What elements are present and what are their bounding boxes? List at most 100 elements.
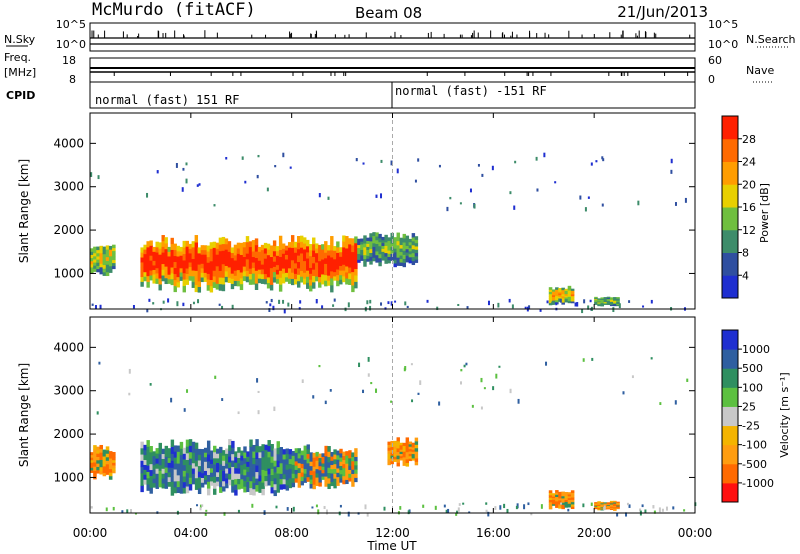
power-echo-cell xyxy=(306,264,310,271)
power-speckle xyxy=(684,197,687,203)
velocity-echo-cell xyxy=(315,468,319,474)
power-echo-cell xyxy=(384,241,388,246)
power-echo-cell xyxy=(227,246,232,252)
power-speckle xyxy=(347,302,350,308)
velocity-echo-cell xyxy=(339,465,343,471)
power-echo-cell xyxy=(248,273,253,280)
time-tick-label: 16:00 xyxy=(476,526,511,540)
velocity-echo-cell xyxy=(255,458,259,466)
power-echo-cell xyxy=(90,267,94,271)
velocity-echo-cell xyxy=(143,444,147,451)
power-echo-cell xyxy=(387,250,391,254)
power-speckle xyxy=(674,202,677,206)
power-echo-cell xyxy=(321,249,325,255)
power-speckle xyxy=(148,298,151,302)
power-echo-cell xyxy=(390,250,394,254)
power-echo-cell xyxy=(384,238,388,243)
power-echo-cell xyxy=(221,243,226,251)
power-echo-cell xyxy=(140,271,144,278)
power-echo-cell xyxy=(342,247,346,254)
power-echo-cell xyxy=(321,274,325,280)
velocity-echo-cell xyxy=(197,488,202,495)
power-echo-cell xyxy=(197,247,202,254)
power-echo-cell xyxy=(390,243,394,248)
power-speckle xyxy=(241,156,244,160)
power-echo-cell xyxy=(567,287,572,291)
velocity-echo-cell xyxy=(231,472,235,480)
power-echo-cell xyxy=(600,303,605,306)
power-echo-cell xyxy=(212,276,217,283)
power-speckle xyxy=(459,202,462,205)
velocity-echo-cell xyxy=(270,468,274,476)
power-speckle xyxy=(589,299,592,303)
power-echo-cell xyxy=(99,249,104,254)
power-echo-cell xyxy=(182,240,186,248)
velocity-echo-cell xyxy=(276,441,280,448)
velocity-echo-cell xyxy=(276,479,280,487)
velocity-speckle xyxy=(674,400,677,405)
power-echo-cell xyxy=(408,256,413,261)
power-echo-cell xyxy=(140,252,144,258)
power-echo-cell xyxy=(399,255,403,260)
power-echo-cell xyxy=(158,272,162,279)
power-echo-cell xyxy=(339,247,343,253)
velocity-speckle xyxy=(128,392,131,396)
power-echo-cell xyxy=(278,277,283,285)
velocity-echo-cell xyxy=(149,463,153,471)
power-echo-cell xyxy=(558,294,562,297)
velocity-speckle xyxy=(358,362,361,368)
velocity-echo-cell xyxy=(567,497,572,501)
power-echo-cell xyxy=(251,251,256,258)
power-echo-cell xyxy=(182,285,186,293)
velocity-speckle xyxy=(468,511,471,514)
power-echo-cell xyxy=(164,277,168,285)
power-echo-cell xyxy=(318,255,322,262)
power-echo-cell xyxy=(236,258,241,265)
power-echo-cell xyxy=(224,243,229,250)
velocity-echo-cell xyxy=(351,460,355,466)
power-echo-cell xyxy=(278,242,283,251)
velocity-echo-cell xyxy=(555,494,559,498)
power-echo-cell xyxy=(363,262,367,267)
power-echo-cell xyxy=(173,267,177,275)
power-echo-cell xyxy=(146,275,150,282)
velocity-speckle xyxy=(130,509,133,514)
power-echo-cell xyxy=(170,261,174,268)
power-speckle xyxy=(449,196,452,200)
velocity-echo-cell xyxy=(243,480,247,487)
velocity-echo-cell xyxy=(164,477,169,484)
freq-right-tick-top: 60 xyxy=(708,54,722,67)
power-echo-cell xyxy=(548,302,553,306)
power-echo-cell xyxy=(609,300,614,302)
velocity-echo-cell xyxy=(240,450,244,456)
velocity-echo-cell xyxy=(234,456,238,463)
power-echo-cell xyxy=(245,236,250,243)
power-echo-cell xyxy=(309,249,313,257)
velocity-echo-cell xyxy=(273,466,277,473)
velocity-echo-cell xyxy=(203,470,208,476)
power-echo-cell xyxy=(266,282,271,289)
power-speckle xyxy=(366,300,369,305)
power-echo-cell xyxy=(185,268,189,274)
power-echo-cell xyxy=(197,281,202,288)
velocity-echo-cell xyxy=(255,445,259,453)
velocity-echo-cell xyxy=(333,473,337,479)
range-tick-label: 2000 xyxy=(53,427,84,441)
velocity-speckle xyxy=(325,509,328,515)
power-echo-cell xyxy=(93,252,97,257)
velocity-echo-cell xyxy=(333,468,337,474)
power-echo-cell xyxy=(345,254,349,261)
velocity-echo-cell xyxy=(90,467,94,471)
velocity-echo-cell xyxy=(548,506,553,510)
power-echo-cell xyxy=(306,270,310,277)
velocity-echo-cell xyxy=(273,472,277,479)
power-echo-cell xyxy=(360,249,364,253)
velocity-echo-cell xyxy=(339,478,343,483)
power-echo-cell xyxy=(603,297,608,299)
velocity-echo-cell xyxy=(158,475,162,482)
velocity-echo-cell xyxy=(146,440,150,447)
velocity-speckle xyxy=(199,504,202,508)
power-echo-cell xyxy=(254,244,259,252)
power-echo-cell xyxy=(140,266,144,273)
